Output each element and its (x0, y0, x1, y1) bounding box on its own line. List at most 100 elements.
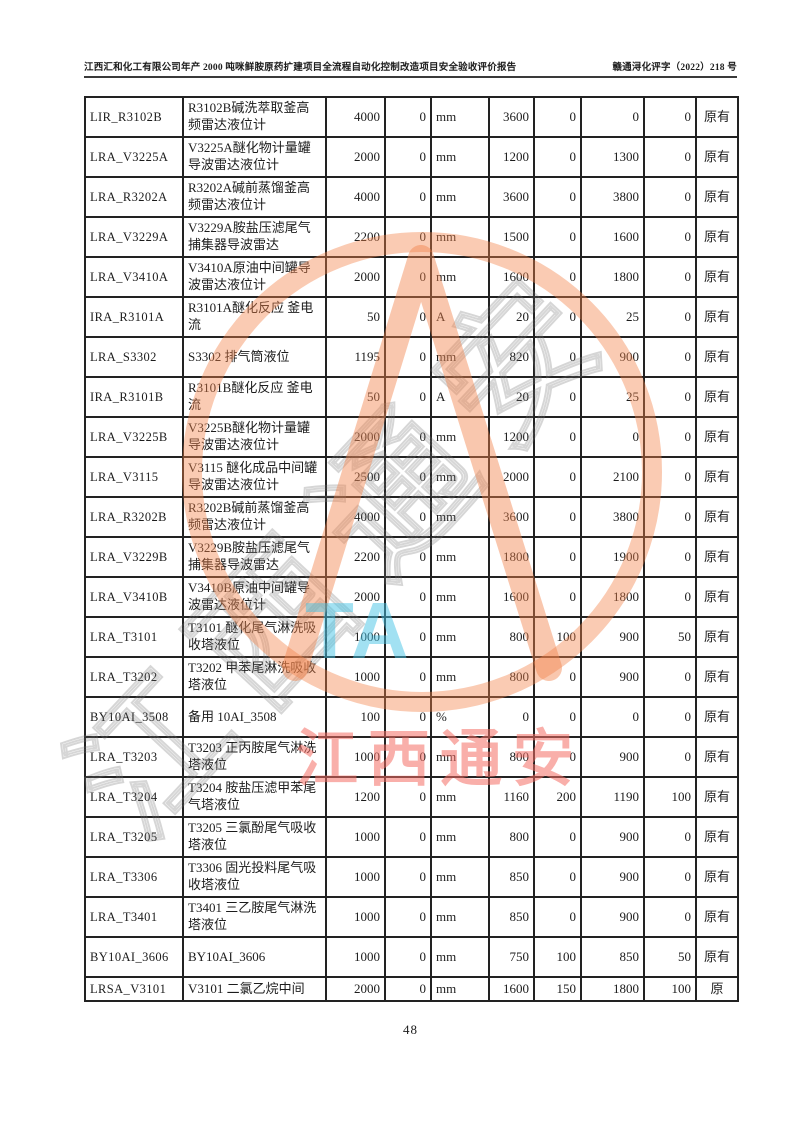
unit-cell: mm (430, 976, 490, 1002)
unit-cell: A (430, 296, 490, 338)
remark-cell: 原有 (695, 96, 739, 138)
tag-cell: LRA_T3203 (84, 736, 184, 778)
range-low-cell: 0 (384, 856, 432, 898)
alarm-value-cell: 850 (488, 856, 535, 898)
unit-cell: mm (430, 176, 490, 218)
remark-cell: 原有 (695, 816, 739, 858)
table-row: BY10AI_3508 备用 10AI_3508 100 0% 0 0 0 0 原有 (84, 696, 739, 738)
range-high-cell: 2000 (325, 576, 386, 618)
alarm-value-cell: 820 (488, 336, 535, 378)
alarm-value-cell: 0 (533, 856, 582, 898)
alarm-value-cell: 0 (643, 216, 697, 258)
range-high-cell: 1000 (325, 616, 386, 658)
alarm-value-cell: 0 (580, 696, 645, 738)
alarm-value-cell: 150 (533, 976, 582, 1002)
range-high-cell: 1195 (325, 336, 386, 378)
remark-cell: 原有 (695, 176, 739, 218)
alarm-table-wrap: LIR_R3102B R3102B碱洗萃取釜高频雷达液位计 4000 0 mm 3600 0… (84, 96, 739, 1002)
table-row: LRA_R3202A R3202A碱前蒸馏釜高频雷达液位计 4000 0 mm 3600 0… (84, 176, 739, 218)
alarm-settings-table: LIR_R3102B R3102B碱洗萃取釜高频雷达液位计 4000 0 mm 3600 0… (84, 96, 739, 1002)
table-row: LRA_V3115 V3115 醚化成品中间罐导波雷达液位计 2500 0 mm 2000… (84, 456, 739, 498)
alarm-value-cell: 0 (643, 416, 697, 458)
remark-cell: 原有 (695, 696, 739, 738)
remark-cell: 原有 (695, 776, 739, 818)
unit-cell: mm (430, 216, 490, 258)
range-high-cell: 2000 (325, 976, 386, 1002)
range-high-cell: 2000 (325, 136, 386, 178)
range-low-cell: 0 (384, 536, 432, 578)
alarm-value-cell: 0 (533, 456, 582, 498)
alarm-value-cell: 900 (580, 336, 645, 378)
tag-cell: BY10AI_3508 (84, 696, 184, 738)
alarm-value-cell: 0 (488, 696, 535, 738)
alarm-value-cell: 2000 (488, 456, 535, 498)
alarm-value-cell: 50 (643, 616, 697, 658)
range-high-cell: 4000 (325, 96, 386, 138)
table-row: LRA_R3202B R3202B碱前蒸馏釜高频雷达液位计 4000 0 mm 3600 0… (84, 496, 739, 538)
unit-cell: mm (430, 416, 490, 458)
range-low-cell: 0 (384, 736, 432, 778)
alarm-value-cell: 0 (643, 176, 697, 218)
alarm-value-cell: 0 (643, 696, 697, 738)
alarm-value-cell: 1800 (580, 576, 645, 618)
unit-cell: % (430, 696, 490, 738)
description-cell: V3410A原油中间罐导波雷达液位计 (182, 256, 327, 298)
alarm-value-cell: 1160 (488, 776, 535, 818)
unit-cell: mm (430, 256, 490, 298)
range-high-cell: 1000 (325, 816, 386, 858)
description-cell: T3203 正丙胺尾气淋洗塔液位 (182, 736, 327, 778)
alarm-value-cell: 0 (643, 96, 697, 138)
alarm-value-cell: 0 (533, 296, 582, 338)
remark-cell: 原有 (695, 896, 739, 938)
alarm-value-cell: 0 (533, 416, 582, 458)
alarm-value-cell: 0 (533, 536, 582, 578)
report-title: 江西汇和化工有限公司年产 2000 吨咪鲜胺原药扩建项目全流程自动化控制改造项目… (84, 63, 517, 73)
alarm-value-cell: 1190 (580, 776, 645, 818)
description-cell: V3229A胺盐压滤尾气捕集器导波雷达 (182, 216, 327, 258)
alarm-value-cell: 0 (533, 96, 582, 138)
table-row: LRA_T3203 T3203 正丙胺尾气淋洗塔液位 1000 0 mm 800 0 900 0… (84, 736, 739, 778)
tag-cell: LRSA_V3101 (84, 976, 184, 1002)
range-low-cell: 0 (384, 296, 432, 338)
alarm-value-cell: 50 (643, 936, 697, 978)
tag-cell: LRA_V3225B (84, 416, 184, 458)
tag-cell: LRA_V3410A (84, 256, 184, 298)
alarm-value-cell: 0 (533, 696, 582, 738)
description-cell: R3101B醚化反应 釜电流 (182, 376, 327, 418)
tag-cell: LIR_R3102B (84, 96, 184, 138)
tag-cell: IRA_R3101A (84, 296, 184, 338)
alarm-value-cell: 0 (643, 296, 697, 338)
range-high-cell: 2500 (325, 456, 386, 498)
tag-cell: LRA_V3229A (84, 216, 184, 258)
unit-cell: mm (430, 656, 490, 698)
unit-cell: mm (430, 776, 490, 818)
description-cell: R3202B碱前蒸馏釜高频雷达液位计 (182, 496, 327, 538)
alarm-value-cell: 20 (488, 376, 535, 418)
alarm-value-cell: 1800 (580, 256, 645, 298)
alarm-value-cell: 25 (580, 296, 645, 338)
alarm-value-cell: 0 (643, 856, 697, 898)
description-cell: V3115 醚化成品中间罐导波雷达液位计 (182, 456, 327, 498)
tag-cell: LRA_T3101 (84, 616, 184, 658)
remark-cell: 原有 (695, 336, 739, 378)
range-low-cell: 0 (384, 416, 432, 458)
range-low-cell: 0 (384, 976, 432, 1002)
description-cell: T3205 三氯酚尾气吸收塔液位 (182, 816, 327, 858)
remark-cell: 原 (695, 976, 739, 1002)
alarm-value-cell: 1800 (488, 536, 535, 578)
alarm-value-cell: 100 (533, 936, 582, 978)
range-low-cell: 0 (384, 136, 432, 178)
alarm-value-cell: 1500 (488, 216, 535, 258)
alarm-value-cell: 100 (643, 776, 697, 818)
alarm-value-cell: 0 (643, 256, 697, 298)
alarm-value-cell: 0 (580, 96, 645, 138)
remark-cell: 原有 (695, 256, 739, 298)
table-row: LRA_V3229A V3229A胺盐压滤尾气捕集器导波雷达 2200 0 mm 1500… (84, 216, 739, 258)
unit-cell: mm (430, 336, 490, 378)
alarm-value-cell: 2100 (580, 456, 645, 498)
description-cell: T3202 甲苯尾淋洗吸收塔液位 (182, 656, 327, 698)
remark-cell: 原有 (695, 136, 739, 178)
table-row: LRA_T3202 T3202 甲苯尾淋洗吸收塔液位 1000 0 mm 800 0 900 0… (84, 656, 739, 698)
table-row: IRA_R3101B R3101B醚化反应 釜电流 50 0 A 20 0 25 0 原有 (84, 376, 739, 418)
description-cell: R3102B碱洗萃取釜高频雷达液位计 (182, 96, 327, 138)
